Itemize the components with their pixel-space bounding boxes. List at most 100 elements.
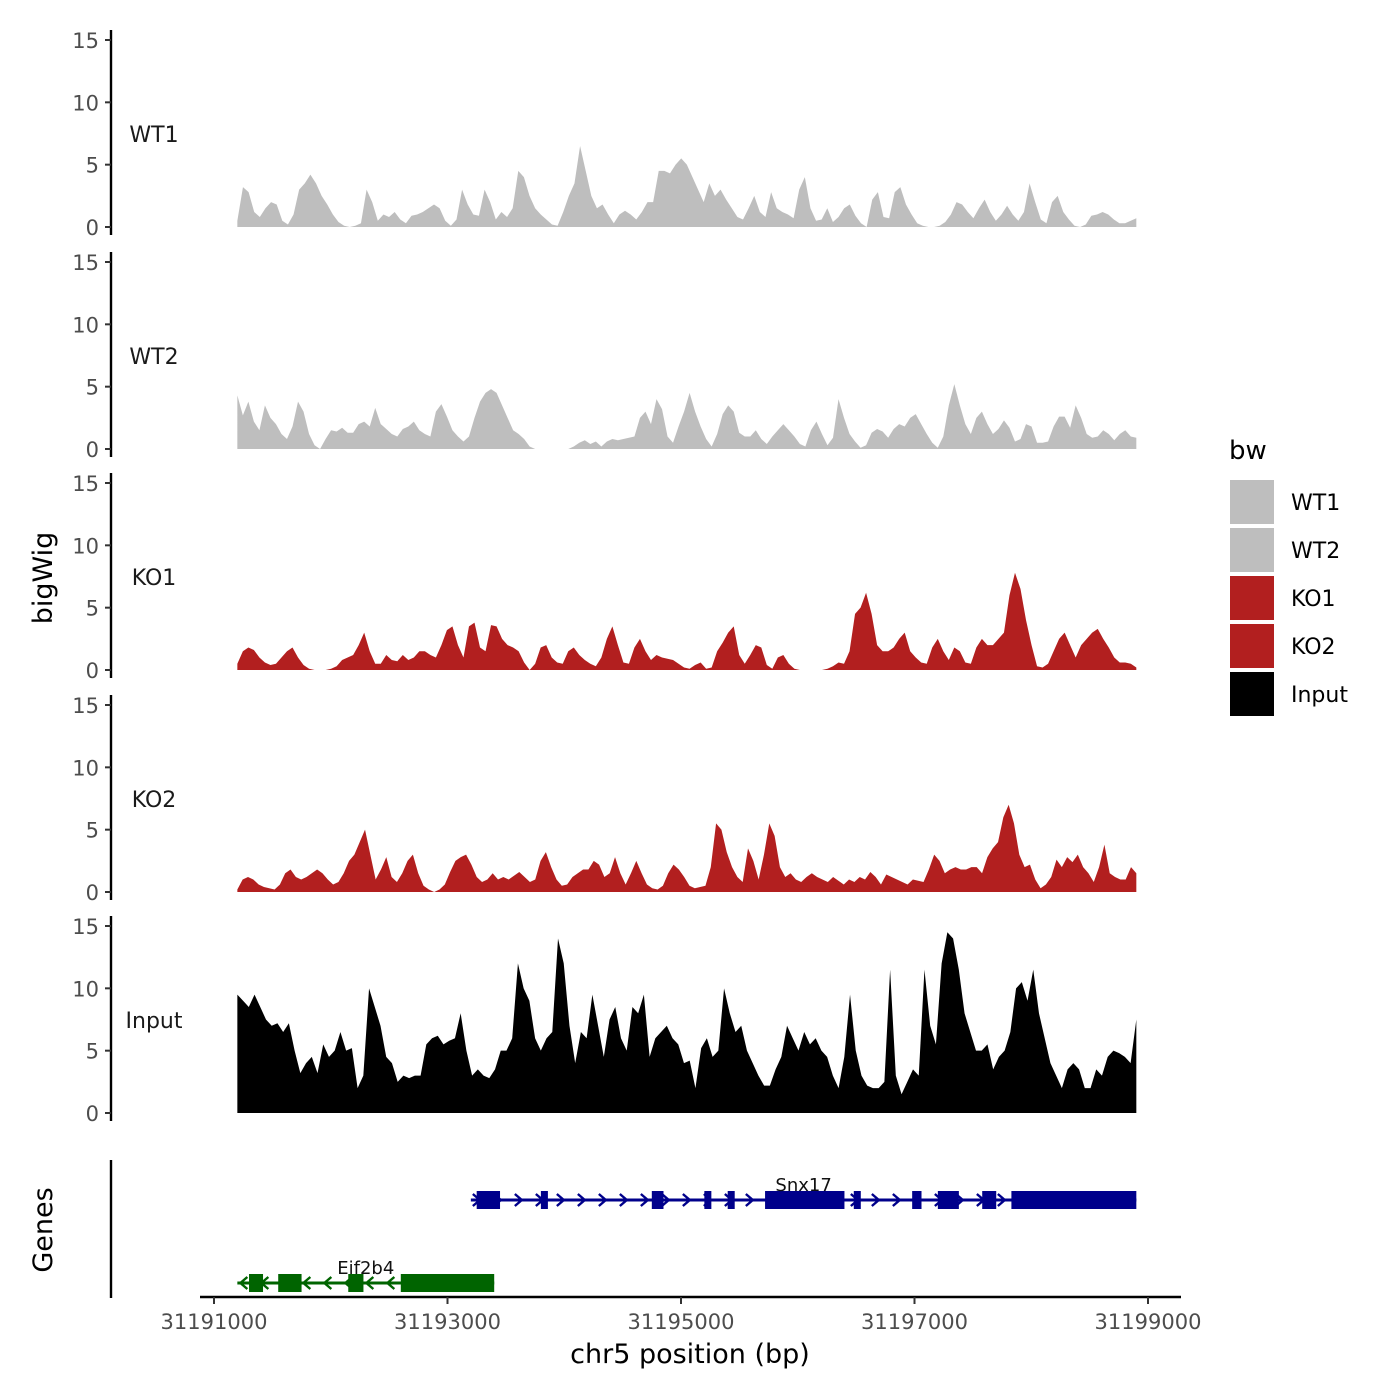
- y-tick-label: 15: [72, 915, 99, 939]
- legend-swatch: [1230, 576, 1274, 620]
- strand-arrow: [661, 1193, 671, 1207]
- track-input: 0 5 10 15 Input: [72, 915, 1137, 1126]
- x-axis-title: chr5 position (bp): [570, 1339, 810, 1370]
- y-tick-label: 10: [72, 756, 99, 780]
- track-label: WT2: [129, 345, 178, 370]
- y-tick-label: 0: [86, 659, 99, 683]
- y-axis-title: bigWig: [28, 532, 59, 625]
- legend-label: KO1: [1291, 587, 1336, 612]
- x-tick-label: 31199000: [1095, 1310, 1202, 1334]
- strand-arrow: [514, 1193, 524, 1207]
- y-tick-label: 0: [86, 216, 99, 240]
- legend-label: WT2: [1291, 539, 1340, 564]
- x-tick-label: 31191000: [161, 1310, 268, 1334]
- gene-exon: [348, 1274, 364, 1292]
- y-tick-label: 5: [86, 1040, 99, 1064]
- track-label: KO1: [132, 566, 177, 591]
- gene-exon: [278, 1274, 302, 1292]
- gene-exon: [912, 1191, 922, 1209]
- strand-arrow: [322, 1276, 333, 1290]
- gene-eif2b4: Eif2b4: [237, 1258, 495, 1292]
- x-axis: 31191000 31193000 31195000 31197000 31199000: [161, 1295, 1202, 1334]
- gene-exon: [982, 1191, 997, 1209]
- gene-exon: [476, 1191, 501, 1209]
- track-label: WT1: [129, 123, 178, 148]
- y-tick-label: 10: [72, 534, 99, 558]
- strand-arrow: [598, 1193, 608, 1207]
- legend-label: KO2: [1291, 635, 1336, 660]
- legend-entry-wt2: WT2: [1230, 528, 1340, 572]
- genes-axis-title: Genes: [28, 1187, 59, 1272]
- x-tick-label: 31193000: [394, 1310, 501, 1334]
- gene-exon: [1011, 1191, 1137, 1209]
- legend-swatch: [1230, 480, 1274, 524]
- y-tick-label: 5: [86, 597, 99, 621]
- genes-track: Snx17 Eif2b4: [109, 1160, 1137, 1298]
- y-tick-label: 10: [72, 313, 99, 337]
- strand-arrow: [892, 1193, 902, 1207]
- legend-label: Input: [1291, 683, 1348, 708]
- legend-swatch: [1230, 672, 1274, 716]
- gene-name-label: Eif2b4: [337, 1258, 394, 1279]
- strand-arrow: [364, 1276, 375, 1290]
- track-ko1: 0 5 10 15 KO1: [72, 472, 1137, 683]
- gene-exon: [765, 1191, 845, 1209]
- coverage-area-wt1: [237, 145, 1137, 227]
- legend-entry-input: Input: [1230, 672, 1348, 716]
- strand-arrow: [385, 1276, 396, 1290]
- x-tick-label: 31195000: [628, 1310, 735, 1334]
- y-tick-label: 15: [72, 472, 99, 496]
- coverage-area-ko2: [237, 804, 1137, 892]
- coverage-area-ko1: [237, 572, 1137, 670]
- legend-title: bw: [1229, 436, 1267, 466]
- legend-label: WT1: [1291, 491, 1340, 516]
- gene-exon: [249, 1274, 264, 1292]
- y-tick-label: 5: [86, 154, 99, 178]
- y-tick-label: 5: [86, 819, 99, 843]
- gene-exon: [651, 1191, 664, 1209]
- gene-exon: [400, 1274, 495, 1292]
- gene-snx17: Snx17: [470, 1175, 1137, 1209]
- gene-name-label: Snx17: [775, 1175, 831, 1196]
- x-tick-label: 31197000: [861, 1310, 968, 1334]
- legend-swatch: [1230, 528, 1274, 572]
- y-tick-label: 0: [86, 881, 99, 905]
- y-tick-label: 15: [72, 29, 99, 53]
- strand-arrow: [640, 1193, 650, 1207]
- strand-arrow: [556, 1193, 566, 1207]
- legend-entry-wt1: WT1: [1230, 480, 1340, 524]
- strand-arrow: [997, 1193, 1007, 1207]
- strand-arrow: [238, 1276, 249, 1290]
- track-ko2: 0 5 10 15 KO2: [72, 694, 1137, 905]
- track-label: Input: [126, 1009, 183, 1034]
- gene-exon: [727, 1191, 735, 1209]
- legend-entry-ko2: KO2: [1230, 624, 1336, 668]
- y-tick-label: 10: [72, 91, 99, 115]
- legend-swatch: [1230, 624, 1274, 668]
- gene-exon: [937, 1191, 959, 1209]
- coverage-tracks: 0 5 10 15 WT1 0 5 10 15 WT2 0 5 10 15 KO1 0 5 10 15 KO2 0 5 10…: [72, 29, 1137, 1126]
- track-wt2: 0 5 10 15 WT2: [72, 251, 1137, 462]
- strand-arrow: [619, 1193, 629, 1207]
- y-tick-label: 5: [86, 376, 99, 400]
- y-tick-label: 0: [86, 1102, 99, 1126]
- y-tick-label: 0: [86, 438, 99, 462]
- strand-arrow: [871, 1193, 881, 1207]
- strand-arrow: [577, 1193, 587, 1207]
- y-tick-label: 15: [72, 251, 99, 275]
- legend: bw WT1 WT2 KO1 KO2 Input: [1229, 436, 1348, 716]
- track-wt1: 0 5 10 15 WT1: [72, 29, 1137, 240]
- strand-arrow: [682, 1193, 692, 1207]
- gene-exon: [540, 1191, 548, 1209]
- strand-arrow: [745, 1193, 755, 1207]
- coverage-area-input: [237, 932, 1137, 1113]
- y-tick-label: 10: [72, 977, 99, 1001]
- y-tick-label: 15: [72, 694, 99, 718]
- coverage-area-wt2: [237, 384, 1137, 449]
- gene-exon: [853, 1191, 861, 1209]
- track-label: KO2: [132, 788, 177, 813]
- gene-exon: [704, 1191, 712, 1209]
- strand-arrow: [301, 1276, 312, 1290]
- legend-entry-ko1: KO1: [1230, 576, 1336, 620]
